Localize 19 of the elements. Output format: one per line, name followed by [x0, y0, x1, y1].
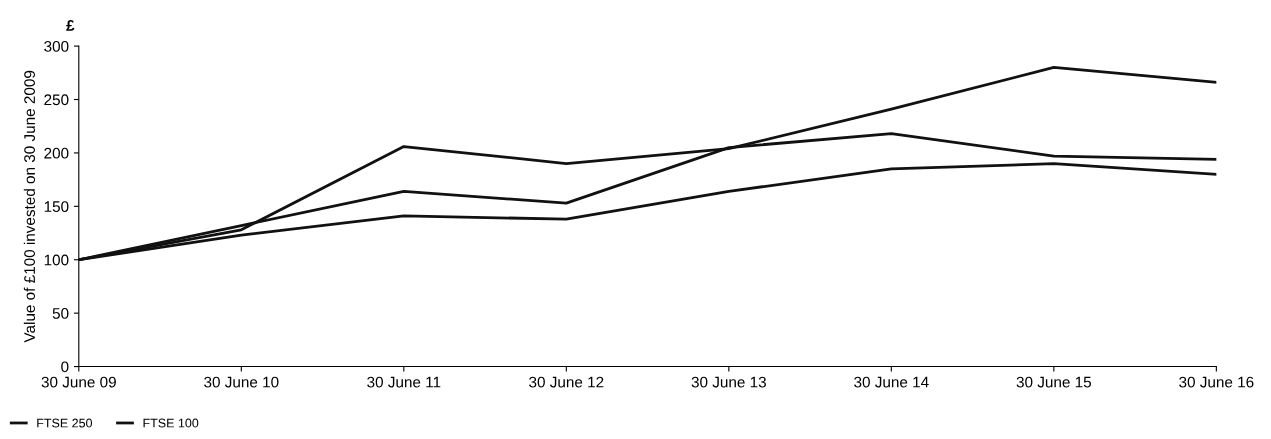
x-tick-label: 30 June 14 [854, 376, 929, 388]
y-tick-label: 100 [44, 254, 69, 266]
y-tick-label: 300 [44, 40, 69, 52]
y-tick-label: 250 [44, 94, 69, 106]
x-tick-label: 30 June 16 [1179, 376, 1254, 388]
y-tick-label: 150 [44, 201, 69, 213]
x-tick-label: 30 June 12 [529, 376, 604, 388]
x-tick-label: 30 June 11 [367, 376, 441, 388]
x-tick-label: 30 June 13 [691, 376, 766, 388]
text: £ [66, 20, 75, 31]
y-tick-label: 200 [44, 147, 69, 159]
legend-label: FTSE 100 [143, 418, 199, 428]
y-tick-label: 0 [61, 361, 69, 373]
x-tick-label: 30 June 15 [1016, 376, 1092, 388]
y-tick-label: 50 [52, 308, 69, 319]
legend-label: FTSE 250 [37, 418, 93, 428]
x-tick-label: 30 June 09 [41, 376, 116, 388]
y-axis-title: Value of £100 invested on 30 June 2009 [23, 70, 36, 343]
x-tick-label: 30 June 10 [204, 376, 279, 388]
